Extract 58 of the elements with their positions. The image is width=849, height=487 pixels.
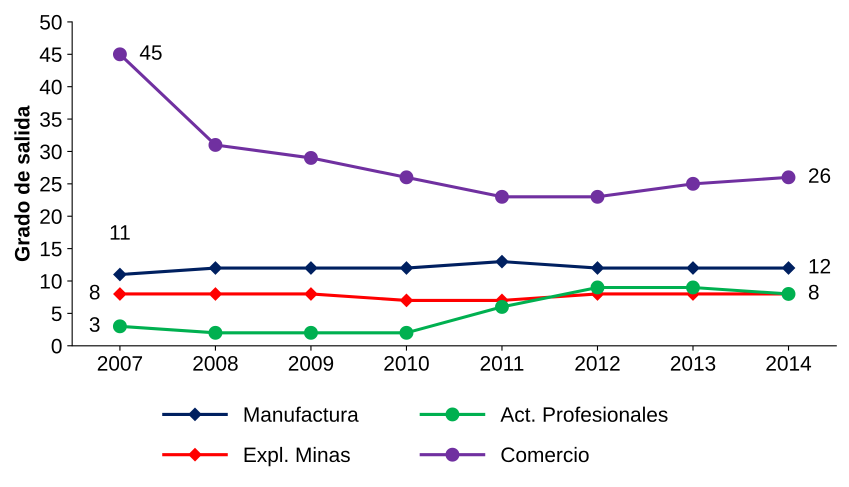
x-tick-label: 2013 [670, 356, 716, 371]
data-label: 45 [140, 45, 162, 60]
x-tick-label: 2011 [480, 356, 524, 371]
y-tick-label: 5 [52, 306, 62, 322]
point [304, 261, 318, 275]
point [112, 47, 127, 62]
point [208, 138, 222, 152]
y-tick-label: 40 [40, 80, 62, 94]
y-tick-label: 20 [40, 209, 62, 224]
y-tick-label: 25 [40, 176, 62, 192]
point [304, 150, 318, 165]
x-tick-label: 2012 [575, 356, 620, 371]
x-tick-label: 2014 [766, 356, 812, 371]
point [208, 261, 222, 275]
point [400, 326, 414, 340]
x-tick-label: 2009 [288, 356, 334, 371]
point [495, 190, 509, 204]
data-label: 8 [808, 284, 819, 300]
y-tick-label: 0 [52, 338, 62, 354]
legend-label: Act. Profesionales [500, 406, 668, 422]
point [686, 176, 700, 191]
x-tick-label: 2010 [384, 356, 429, 371]
point [590, 261, 604, 275]
y-tick-label: 30 [40, 144, 62, 160]
point [782, 170, 796, 184]
point [113, 268, 127, 282]
point [208, 326, 222, 340]
point [304, 326, 318, 340]
legend-label: Expl. Minas [244, 446, 350, 466]
point [590, 190, 604, 204]
y-tick-label: 10 [40, 274, 62, 289]
y-tick-label: 15 [40, 242, 62, 256]
legend-label: Comercio [501, 446, 589, 462]
point [208, 287, 222, 301]
point [113, 287, 127, 301]
y-axis-title: Grado de salida [14, 106, 30, 262]
data-label: 11 [110, 225, 130, 240]
point [495, 254, 509, 268]
point [112, 319, 127, 334]
data-label: 26 [809, 168, 830, 183]
x-tick-label: 2008 [193, 356, 238, 371]
y-tick-label: 50 [40, 14, 62, 30]
point [400, 261, 414, 275]
y-tick-label: 35 [40, 112, 62, 127]
point [495, 300, 509, 314]
point [400, 170, 414, 184]
point [686, 261, 700, 275]
point [400, 294, 414, 308]
data-label: 3 [90, 317, 100, 332]
data-label: 8 [90, 284, 100, 300]
point [782, 261, 796, 275]
point [304, 287, 318, 301]
y-tick-label: 45 [40, 48, 62, 62]
x-tick-label: 2007 [98, 356, 142, 371]
data-label: 12 [810, 258, 830, 274]
legend-label: Manufactura [244, 406, 359, 422]
point [590, 280, 604, 294]
point [686, 280, 700, 294]
